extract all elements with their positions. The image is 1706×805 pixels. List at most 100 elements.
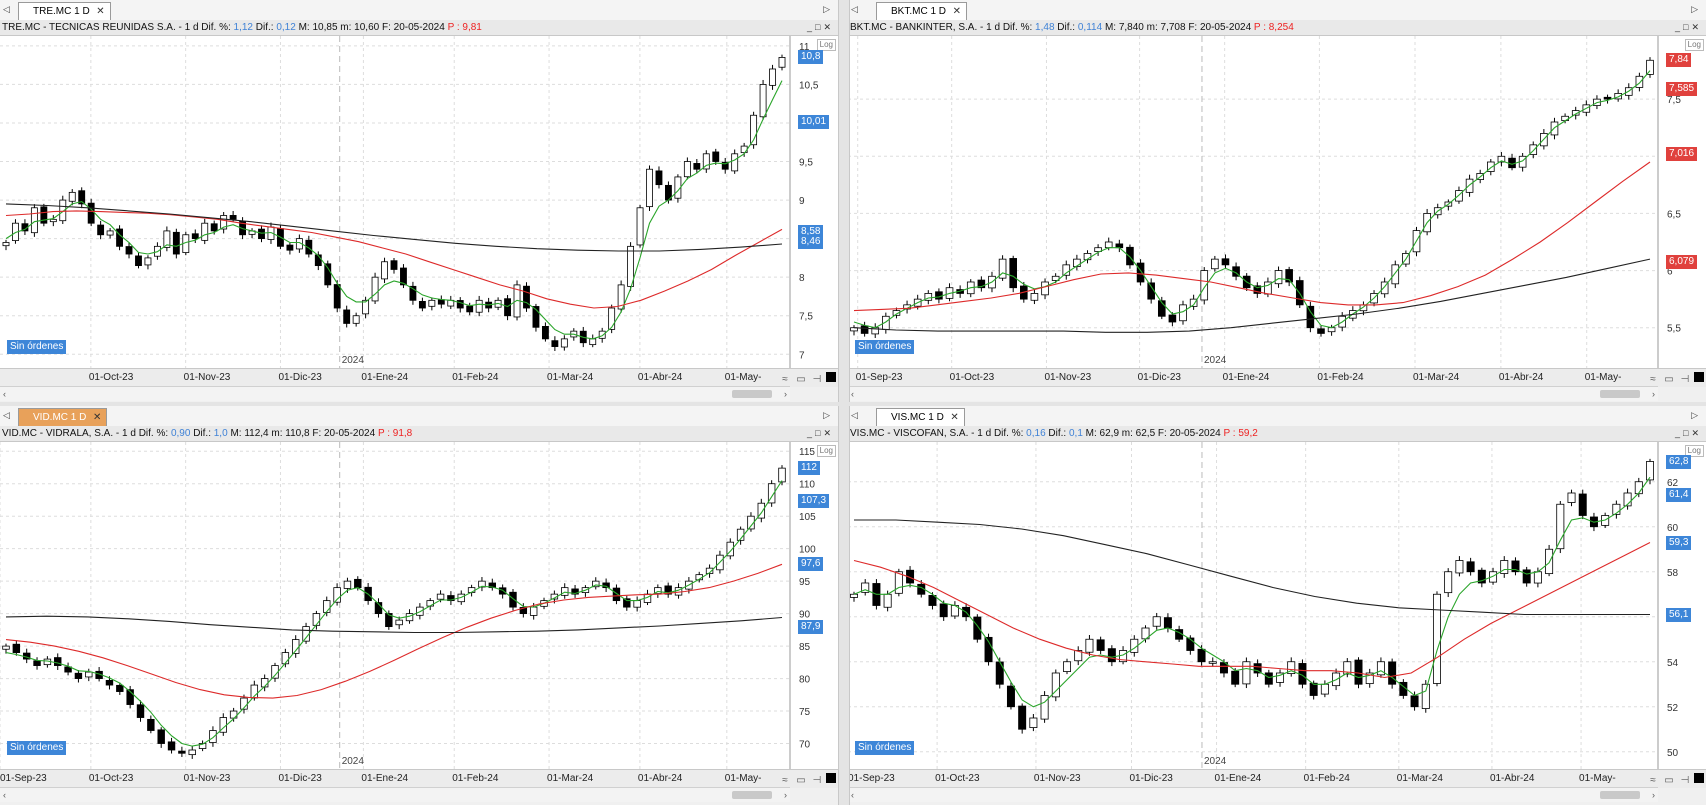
window-buttons-icon[interactable]: _□✕ xyxy=(1675,428,1702,438)
save-icon[interactable]: ▭ xyxy=(796,374,806,385)
candle-body xyxy=(1231,670,1240,685)
candle-body xyxy=(551,340,559,347)
tab-scroll-right-icon[interactable]: ▷ xyxy=(1691,410,1698,420)
scroll-left-icon[interactable]: ‹ xyxy=(3,389,6,399)
candle-body xyxy=(1085,638,1094,653)
color-icon[interactable] xyxy=(826,773,836,783)
scroll-thumb[interactable] xyxy=(732,390,772,398)
color-icon[interactable] xyxy=(1694,372,1704,382)
tab-scroll-right-icon[interactable]: ▷ xyxy=(823,4,830,14)
drawing-tool-icon[interactable]: ≈ xyxy=(1650,775,1656,786)
tab-bkt[interactable]: BKT.MC 1 D ✕ xyxy=(876,2,968,20)
candle-body xyxy=(769,68,776,86)
window-buttons-icon[interactable]: _□✕ xyxy=(807,428,834,438)
horizontal-scrollbar[interactable]: ‹ › xyxy=(0,787,790,802)
color-icon[interactable] xyxy=(826,372,836,382)
pct-label: Dif. %: xyxy=(138,428,169,439)
window-buttons-icon[interactable]: _□✕ xyxy=(1675,22,1702,32)
scroll-left-icon[interactable]: ‹ xyxy=(851,790,854,800)
tab-scroll-left-icon[interactable]: ◁ xyxy=(851,4,858,14)
scroll-right-icon[interactable]: › xyxy=(784,389,787,399)
x-tick-label: 01-Sep-23 xyxy=(855,372,903,383)
window-icon[interactable]: ⊣ xyxy=(812,775,822,786)
scroll-thumb[interactable] xyxy=(1600,390,1640,398)
horizontal-scrollbar[interactable]: ‹ › xyxy=(0,386,790,401)
tab-scroll-right-icon[interactable]: ▷ xyxy=(1691,4,1698,14)
tab-tre[interactable]: TRE.MC 1 D ✕ xyxy=(18,2,111,20)
candle-body xyxy=(1006,685,1015,708)
y-tick-label: 9,5 xyxy=(799,158,813,169)
close-tab-icon[interactable]: ✕ xyxy=(92,412,102,423)
candle-body xyxy=(436,593,445,600)
candle-body xyxy=(1444,571,1453,594)
candle-body xyxy=(385,613,393,628)
log-scale-button[interactable]: Log xyxy=(1684,39,1704,51)
window-icon[interactable]: ⊣ xyxy=(1680,775,1690,786)
drawing-tool-icon[interactable]: ≈ xyxy=(782,775,788,786)
year-label: 2024 xyxy=(342,355,365,366)
plot-area xyxy=(0,36,790,368)
candle-body xyxy=(163,230,171,248)
candle-body xyxy=(390,260,398,270)
window-icon[interactable]: ⊣ xyxy=(812,374,822,385)
window-icon[interactable]: ⊣ xyxy=(1680,374,1690,385)
horizontal-scrollbar[interactable]: ‹ › xyxy=(848,787,1658,802)
scroll-left-icon[interactable]: ‹ xyxy=(851,389,854,399)
symbol-label: TRE.MC - TECNICAS REUNIDAS S.A. - 1 d xyxy=(2,22,199,33)
log-scale-button[interactable]: Log xyxy=(816,445,836,457)
log-scale-button[interactable]: Log xyxy=(816,39,836,51)
tab-scroll-right-icon[interactable]: ▷ xyxy=(823,410,830,420)
window-buttons-icon[interactable]: _□✕ xyxy=(807,22,834,32)
save-icon[interactable]: ▭ xyxy=(796,775,806,786)
scroll-thumb[interactable] xyxy=(732,791,772,799)
save-icon[interactable]: ▭ xyxy=(1664,775,1674,786)
scroll-right-icon[interactable]: › xyxy=(1652,790,1655,800)
scroll-right-icon[interactable]: › xyxy=(784,790,787,800)
candle-body xyxy=(654,587,662,595)
candle-body xyxy=(312,613,321,626)
tab-vid[interactable]: VID.MC 1 D ✕ xyxy=(18,408,108,426)
candle-body xyxy=(64,666,72,673)
tab-scroll-left-icon[interactable]: ◁ xyxy=(851,410,858,420)
candle-body xyxy=(1465,178,1474,193)
color-icon[interactable] xyxy=(1694,773,1704,783)
price-badge: 59,3 xyxy=(1666,535,1692,550)
candle-body xyxy=(354,578,362,589)
drawing-tool-icon[interactable]: ≈ xyxy=(1650,374,1656,385)
candle-body xyxy=(428,299,436,307)
drawing-tool-icon[interactable]: ≈ xyxy=(782,374,788,385)
scroll-right-icon[interactable]: › xyxy=(1652,389,1655,399)
y-tick-label: 54 xyxy=(1667,658,1679,669)
tab-scroll-left-icon[interactable]: ◁ xyxy=(3,410,10,420)
candle-body xyxy=(1285,269,1293,283)
moving-average-line-3 xyxy=(5,203,783,252)
plot-area xyxy=(0,442,790,769)
tab-scroll-left-icon[interactable]: ◁ xyxy=(3,4,10,14)
candle-body xyxy=(324,263,332,286)
price-chart[interactable]: 626058565452502024 xyxy=(848,442,1706,769)
orders-status: Sin órdenes xyxy=(855,741,915,755)
candle-body xyxy=(74,672,83,679)
candle-body xyxy=(54,657,62,666)
moving-average-line-3 xyxy=(853,258,1651,333)
symbol-label: VID.MC - VIDRALA, S.A. - 1 d xyxy=(2,428,136,439)
scroll-thumb[interactable] xyxy=(1600,791,1640,799)
horizontal-splitter[interactable] xyxy=(0,402,1706,406)
candle-body xyxy=(40,206,48,224)
tab-vis[interactable]: VIS.MC 1 D ✕ xyxy=(876,408,965,426)
close-tab-icon[interactable]: ✕ xyxy=(96,6,105,17)
save-icon[interactable]: ▭ xyxy=(1664,374,1674,385)
chart-panel-bkt: ◁ ▷ BKT.MC 1 D ✕ BKT.MC - BANKINTER, S.A. - … xyxy=(848,0,1706,404)
close-tab-icon[interactable]: ✕ xyxy=(950,412,959,423)
candle-body xyxy=(627,245,635,287)
candle-body xyxy=(509,591,517,608)
close-tab-icon[interactable]: ✕ xyxy=(952,6,962,17)
price-chart[interactable]: 115 110 105 100 95 90 85 80 75 70 2024 xyxy=(0,442,838,769)
candle-body xyxy=(409,285,417,301)
y-tick-label: 11 xyxy=(799,42,810,53)
log-scale-button[interactable]: Log xyxy=(1684,445,1704,457)
scroll-left-icon[interactable]: ‹ xyxy=(3,790,6,800)
horizontal-scrollbar[interactable]: ‹ › xyxy=(848,386,1658,401)
